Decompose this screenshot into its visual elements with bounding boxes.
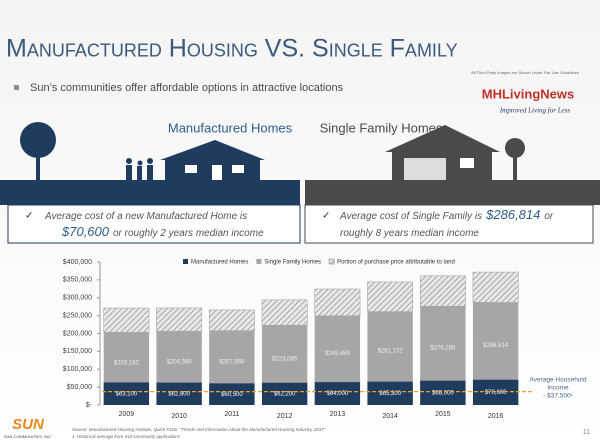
bar: [156, 307, 203, 332]
mh-box: [7, 204, 301, 244]
y-tick-label: $150,000: [63, 348, 92, 355]
value-label: $63,100: [116, 391, 138, 397]
bar: [261, 382, 308, 405]
legend-label: Manufactured Homes: [191, 260, 248, 266]
bar: [367, 281, 414, 312]
y-tick-label: $300,000: [63, 295, 92, 302]
value-label: $261,172: [378, 348, 404, 354]
value-label: $68,000: [432, 390, 454, 396]
panel-text: Average cost of a new Manufactured Home …: [44, 211, 247, 222]
bar: [420, 380, 466, 405]
panel-text: roughly 8 years median income: [340, 228, 479, 239]
value-label: $286,814: [483, 343, 509, 349]
bar: [261, 299, 308, 326]
bar: [367, 381, 413, 405]
slide-title: Manufactured Housing VS. Single Family: [6, 35, 458, 63]
bar: [103, 307, 150, 333]
value-label: $206,566: [167, 360, 193, 366]
bullet-text: Sun’s communities offer affordable optio…: [30, 82, 344, 94]
x-tick-label: 2010: [171, 413, 187, 420]
mh-window: [232, 165, 244, 173]
bar: [419, 275, 466, 307]
bar: [156, 382, 202, 405]
y-tick-label: $250,000: [63, 312, 92, 319]
bar: [314, 288, 361, 317]
reference-label: Income: [547, 385, 569, 392]
company-name: SUN COMMUNITIES, INC.: [4, 434, 52, 439]
check: ✓: [25, 211, 33, 222]
value-label: $62,200: [274, 391, 296, 397]
x-tick-label: 2015: [435, 411, 451, 418]
bar: [472, 379, 519, 405]
panel-text: $70,600 or roughly 2 years median income: [61, 224, 264, 239]
panel-heading: Manufactured Homes: [168, 120, 293, 135]
garage-door: [404, 158, 446, 180]
value-label: $70,600: [485, 390, 507, 396]
panel-heading: Single Family Homes: [320, 120, 443, 135]
bar: [209, 383, 255, 405]
logo-note: All Third Party Images are Shown Under F…: [471, 70, 579, 75]
logo-name: MHLivingNews: [482, 86, 574, 101]
sf-band: [305, 180, 600, 205]
mh-logo: All Third Party Images are Shown Under F…: [471, 70, 579, 115]
check: ✓: [322, 211, 330, 222]
x-tick-label: 2009: [119, 411, 135, 418]
x-tick-label: 2011: [224, 411, 239, 418]
bar: [208, 309, 255, 331]
legend-swatch: [256, 259, 262, 264]
mh-window: [185, 165, 197, 173]
reference-label: - $37,500¹: [543, 393, 573, 400]
sf-window: [460, 158, 474, 168]
y-tick-label: $-: [86, 402, 93, 409]
legend-label: Single Family Homes: [264, 260, 321, 266]
sf-box: [304, 204, 594, 244]
bar: [103, 382, 150, 405]
bar: [314, 382, 361, 405]
value-label: $203,182: [114, 360, 140, 366]
x-tick-label: 2013: [330, 411, 346, 418]
reference-label: Average Household: [530, 377, 587, 384]
y-tick-label: $350,000: [63, 277, 92, 284]
bullet-mark: [14, 85, 19, 90]
y-tick-label: $200,000: [63, 330, 92, 337]
y-tick-label: $50,000: [67, 384, 92, 391]
y-tick-label: $100,000: [63, 366, 92, 373]
x-tick-label: 2014: [382, 413, 398, 420]
value-label: $62,800: [168, 391, 190, 397]
value-label: $65,300: [379, 391, 401, 397]
chart: $- $50,000 $100,000 $150,000 $200,000 $250,00…: [63, 258, 587, 420]
y-tick-label: $400,000: [63, 259, 92, 266]
page-number: 11: [583, 429, 590, 436]
value-label: $207,959: [219, 359, 245, 365]
mh-door: [212, 165, 222, 180]
x-tick-label: 2016: [488, 413, 504, 420]
footer-source: Source: Manufactured Housing Institute, …: [72, 427, 326, 432]
bar: [472, 271, 519, 303]
panel-text: Average cost of Single Family is $286,814…: [339, 207, 554, 222]
logo-tagline: Improved Living for Less: [499, 107, 571, 115]
mh-band: [0, 180, 300, 205]
x-tick-label: 2012: [277, 413, 293, 420]
legend-swatch: [328, 258, 335, 265]
company-logo: SUN: [12, 416, 45, 433]
value-label: $223,085: [272, 356, 298, 362]
value-label: $276,288: [430, 345, 456, 351]
value-label: $60,500: [221, 392, 243, 398]
footer-note: 1. Historical average from SUI community…: [72, 434, 181, 439]
value-label: $249,459: [325, 351, 351, 357]
legend-swatch: [183, 259, 188, 264]
legend-label: Portion of purchase price attributable t…: [337, 260, 455, 266]
value-label: $64,000: [327, 391, 349, 397]
